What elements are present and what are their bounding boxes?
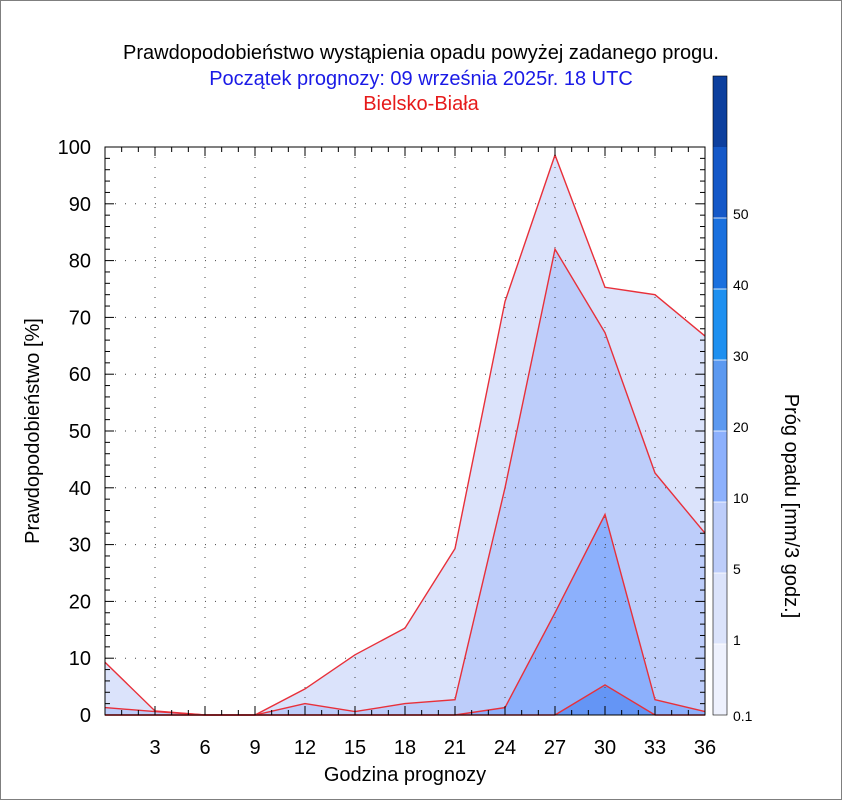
colorbar-segment	[713, 573, 727, 644]
y-tick-label: 0	[80, 705, 91, 727]
colorbar	[712, 75, 728, 716]
colorbar-title: Próg opadu [mm/3 godz.]	[780, 394, 802, 619]
chart-location: Bielsko-Biała	[363, 93, 479, 115]
colorbar-segment	[713, 218, 727, 289]
y-tick-label: 70	[69, 307, 91, 329]
colorbar-label: 0.1	[733, 708, 753, 724]
colorbar-label: 20	[733, 419, 749, 435]
area-threshold-10	[105, 684, 705, 715]
y-tick-label: 20	[69, 591, 91, 613]
x-tick-label: 33	[644, 737, 666, 759]
axis-ticks	[104, 146, 706, 716]
x-tick-label: 15	[344, 737, 366, 759]
x-tick-label: 9	[249, 737, 260, 759]
colorbar-label: 5	[733, 561, 741, 577]
colorbar-labels: 0.1 1 5 10 20 30 40 50	[733, 206, 753, 724]
colorbar-label: 40	[733, 277, 749, 293]
colorbar-segment	[713, 644, 727, 715]
x-tick-label: 24	[494, 737, 516, 759]
y-tick-label: 100	[58, 137, 91, 159]
colorbar-segment	[713, 360, 727, 431]
chart-subtitle: Początek prognozy: 09 września 2025r. 18…	[209, 68, 633, 90]
colorbar-segment	[713, 502, 727, 573]
x-tick-label: 6	[199, 737, 210, 759]
colorbar-label: 30	[733, 348, 749, 364]
colorbar-segment	[713, 289, 727, 360]
colorbar-segment	[713, 76, 727, 147]
area-threshold-5	[105, 514, 705, 715]
y-tick-label: 90	[69, 194, 91, 216]
colorbar-border	[712, 75, 728, 716]
y-tick-label: 10	[69, 648, 91, 670]
x-tick-label: 21	[444, 737, 466, 759]
y-tick-labels: 0 10 20 30 40 50 60 70 80 90 100	[58, 137, 91, 727]
colorbar-label: 10	[733, 490, 749, 506]
x-tick-label: 12	[294, 737, 316, 759]
area-threshold-1	[105, 249, 705, 715]
colorbar-label: 1	[733, 632, 741, 648]
colorbar-segment	[713, 431, 727, 502]
area-layers	[105, 155, 705, 715]
chart-title: Prawdopodobieństwo wystąpienia opadu pow…	[123, 42, 719, 64]
x-tick-label: 27	[544, 737, 566, 759]
x-tick-label: 30	[594, 737, 616, 759]
x-tick-label: 36	[694, 737, 716, 759]
x-tick-label: 3	[149, 737, 160, 759]
x-tick-labels: 3 6 9 12 15 18 21 24 27 30 33 36	[149, 737, 716, 759]
y-tick-label: 30	[69, 535, 91, 557]
colorbar-segment	[713, 147, 727, 218]
x-tick-label: 18	[394, 737, 416, 759]
y-axis-title: Prawdopodobieństwo [%]	[22, 318, 44, 544]
colorbar-label: 50	[733, 206, 749, 222]
y-tick-label: 50	[69, 421, 91, 443]
y-tick-label: 80	[69, 251, 91, 273]
y-tick-label: 40	[69, 478, 91, 500]
grid	[105, 147, 705, 715]
y-tick-label: 60	[69, 364, 91, 386]
x-axis-title: Godzina prognozy	[324, 764, 486, 786]
